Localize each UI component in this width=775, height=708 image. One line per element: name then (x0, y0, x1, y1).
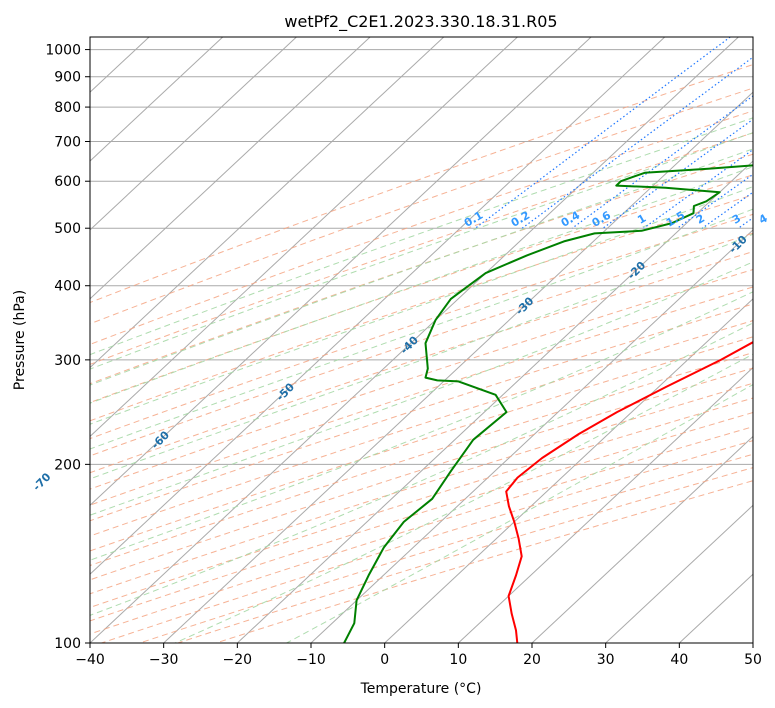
dry-adiabat (90, 426, 753, 635)
moist-adiabat (90, 186, 753, 425)
x-tick-label: 40 (670, 652, 688, 668)
axes: −40 −30 −20 −10 0 10 20 30 40 50 1000 900 800 700 600 5… (45, 43, 762, 668)
y-tick-label: 300 (54, 353, 81, 369)
dry-adiabat (101, 440, 753, 643)
y-tick-label: 400 (54, 279, 81, 295)
isotherm--10 (310, 229, 753, 643)
y-tick-label: 600 (54, 174, 81, 190)
moist-adiabat (90, 233, 753, 480)
x-axis-title: Temperature (°C) (360, 681, 482, 697)
isotherm--60 (90, 37, 592, 506)
dry-adiabat (90, 382, 753, 595)
dry-adiabat (90, 132, 753, 365)
moist-adiabat (90, 291, 753, 561)
isotherm--110 (90, 37, 224, 162)
mixing-ratio-line (602, 118, 753, 229)
y-tick-label: 100 (54, 636, 81, 652)
isotherm-20 (531, 435, 753, 643)
x-tick-label: −30 (149, 652, 179, 668)
x-tick-label: 30 (597, 652, 615, 668)
dry-adiabat (90, 411, 753, 622)
temperature-profile-line (505, 341, 753, 643)
mixing-ratio-line (677, 173, 753, 229)
isotherm--30 (163, 91, 753, 643)
isotherm--20 (236, 160, 753, 643)
y-tick-label: 200 (54, 457, 81, 473)
x-tick-label: −20 (223, 652, 253, 668)
dry-adiabat (90, 397, 753, 608)
y-tick-label: 800 (54, 100, 81, 116)
x-tick-label: 10 (449, 652, 467, 668)
mixing-ratio-line (475, 37, 731, 229)
x-tick-label: 50 (744, 652, 762, 668)
isotherm--70 (90, 37, 518, 438)
isotherm--100 (90, 37, 297, 231)
plot-frame (89, 36, 754, 644)
mixing-ratio-line (521, 56, 753, 229)
isotherm-10 (457, 366, 753, 643)
profile-lines (343, 164, 753, 643)
dry-adiabat (90, 110, 753, 345)
y-tick-label: 500 (54, 221, 81, 237)
dry-adiabat (90, 367, 753, 581)
y-axis-title: Pressure (hPa) (12, 290, 28, 390)
y-tick-label: 900 (54, 70, 81, 86)
x-tick-label: 0 (380, 652, 389, 668)
isotherm--80 (90, 37, 445, 369)
dry-adiabat (90, 87, 753, 325)
y-tick-label: 700 (54, 134, 81, 150)
chart-title: wetPf2_C2E1.2023.330.18.31.R05 (284, 12, 557, 32)
moist-adiabat (90, 261, 753, 516)
moist-adiabat (90, 132, 753, 370)
x-tick-label: −40 (75, 652, 105, 668)
x-tick-label: 20 (523, 652, 541, 668)
moist-adiabat (90, 166, 753, 404)
dry-adiabat (90, 336, 753, 552)
isotherm--40 (90, 37, 739, 643)
isotherm--50 (90, 37, 666, 575)
isotherm-30 (605, 504, 753, 643)
dewpoint-profile-line (343, 164, 753, 643)
isotherm-0 (384, 298, 753, 643)
isotherm--90 (90, 37, 371, 300)
x-tick-label: −10 (296, 652, 326, 668)
background-lines (90, 37, 753, 643)
y-tick-label: 1000 (45, 43, 81, 59)
